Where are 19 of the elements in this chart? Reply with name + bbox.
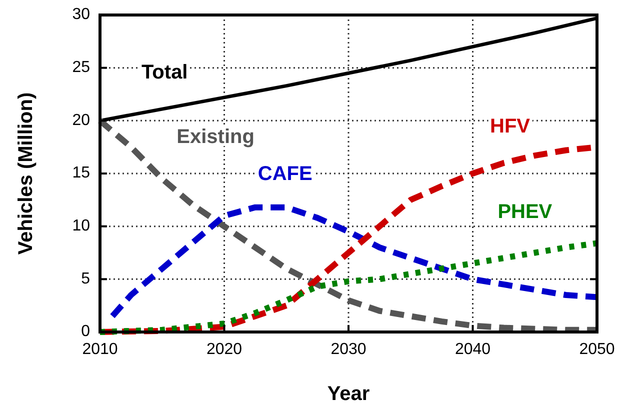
y-tick-label: 0 [81,323,90,340]
y-tick-label: 5 [81,270,90,288]
y-tick-label: 10 [72,218,90,235]
x-tick-label: 2020 [206,341,242,358]
x-tick-label: 2050 [579,341,615,358]
x-tick-label: 2040 [454,341,491,358]
x-tick-label: 2030 [330,341,366,358]
y-axis-title: Vehicles (Million) [15,92,37,255]
y-tick-label: 25 [72,59,90,76]
y-tick-label: 20 [72,112,90,129]
x-tick-label: 2010 [82,341,118,358]
x-axis-title: Year [327,383,370,405]
series-label: PHEV [498,200,553,223]
series-label: Total [141,61,188,84]
series-label: Existing [176,126,254,148]
series-label: HFV [490,115,531,138]
y-tick-label: 15 [72,164,90,182]
y-tick-label: 30 [72,6,90,24]
series-label: CAFE [258,162,312,185]
